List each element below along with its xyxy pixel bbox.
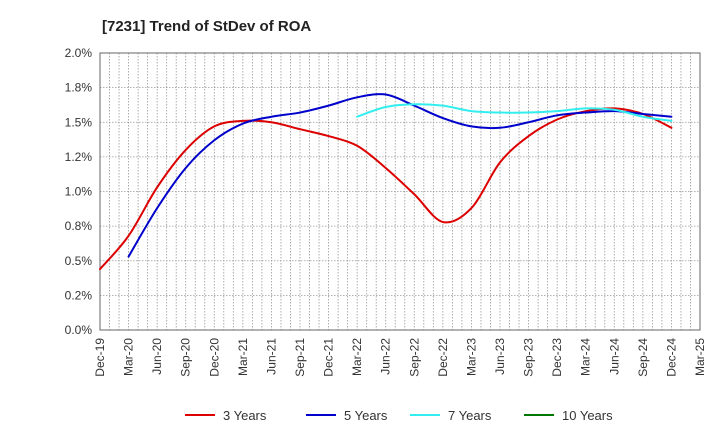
legend: 3 Years 5 Years 7 Years 10 Years [185, 408, 613, 423]
y-tick-label: 2.0% [65, 46, 93, 60]
y-tick-label: 0.5% [65, 254, 93, 268]
y-tick-label: 0.2% [65, 288, 93, 302]
x-tick-label: Dec-20 [207, 338, 221, 377]
chart-title: [7231] Trend of StDev of ROA [102, 18, 311, 35]
x-tick-label: Jun-20 [150, 338, 164, 375]
x-tick-label: Jun-24 [607, 338, 621, 375]
x-tick-label: Dec-22 [436, 338, 450, 377]
y-tick-label: 1.2% [65, 150, 93, 164]
x-tick-label: Sep-24 [636, 338, 650, 377]
legend-label-10-years: 10 Years [562, 408, 613, 423]
legend-label-5-years: 5 Years [344, 408, 388, 423]
y-tick-label: 0.0% [65, 323, 93, 337]
series-line-5-years [127, 93, 673, 258]
x-tick-label: Jun-21 [264, 338, 278, 375]
x-tick-label: Jun-22 [379, 338, 393, 375]
x-tick-label: Dec-23 [550, 338, 564, 377]
x-tick-label: Jun-23 [493, 338, 507, 375]
y-tick-label: 0.8% [65, 219, 93, 233]
legend-label-3-years: 3 Years [223, 408, 267, 423]
plot-area: 0.0% 0.2% 0.5% 0.8% 1.0% 1.2% 1.5% 1.8% 2.0% Dec-… [65, 46, 707, 377]
x-tick-label: Sep-20 [179, 338, 193, 377]
legend-label-7-years: 7 Years [448, 408, 492, 423]
x-tick-label: Sep-22 [407, 338, 421, 377]
y-tick-label: 1.5% [65, 115, 93, 129]
x-tick-label: Sep-21 [293, 338, 307, 377]
x-tick-label: Mar-20 [122, 338, 136, 376]
x-tick-label: Sep-23 [522, 338, 536, 377]
x-tick-label: Mar-22 [350, 338, 364, 376]
x-tick-label: Dec-21 [322, 338, 336, 377]
x-tick-label: Dec-24 [664, 338, 678, 377]
plot-frame [99, 52, 701, 331]
x-tick-label: Mar-25 [693, 338, 707, 376]
x-tick-label: Mar-21 [236, 338, 250, 376]
y-tick-label: 1.8% [65, 81, 93, 95]
x-tick-label: Mar-23 [464, 338, 478, 376]
x-tick-label: Dec-19 [93, 338, 107, 377]
x-tick-label: Mar-24 [579, 338, 593, 376]
y-tick-label: 1.0% [65, 185, 93, 199]
series-line-7-years [356, 103, 673, 122]
